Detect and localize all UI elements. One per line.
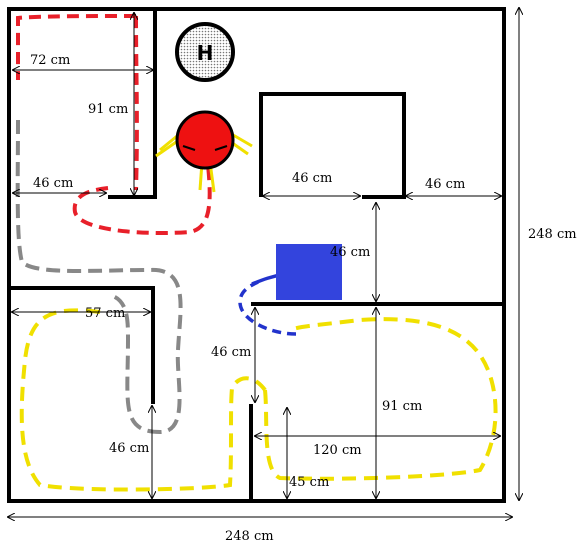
dim-label-248-bottom: 248 cm (225, 529, 274, 544)
helipad-label: H (197, 41, 214, 65)
path-yellow-left (19, 308, 267, 492)
dim-label-46-left: 46 cm (33, 176, 73, 191)
helipad (175, 22, 235, 82)
dim-label-46-gap: 46 cm (330, 245, 370, 260)
dim-label-72: 72 cm (30, 53, 70, 68)
wall-left-room (9, 286, 155, 404)
dim-label-91-top: 91 cm (88, 102, 128, 117)
outer-wall (7, 7, 506, 503)
dim-label-91-bottom: 91 cm (382, 399, 422, 414)
dim-label-46-mid: 46 cm (211, 345, 251, 360)
dim-label-46-right: 46 cm (425, 177, 465, 192)
dim-label-57: 57 cm (85, 306, 125, 321)
dim-label-248-right: 248 cm (528, 227, 577, 242)
wall-top-left-room (108, 9, 157, 199)
target-block (276, 244, 342, 300)
robot (155, 110, 253, 193)
path-yellow-right (263, 317, 498, 481)
dim-label-120: 120 cm (313, 443, 362, 458)
dim-label-46-bottom: 46 cm (109, 441, 149, 456)
wall-center-box (259, 92, 406, 199)
dim-label-46-box: 46 cm (292, 171, 332, 186)
dim-label-45: 45 cm (289, 475, 329, 490)
path-blue (238, 280, 297, 336)
